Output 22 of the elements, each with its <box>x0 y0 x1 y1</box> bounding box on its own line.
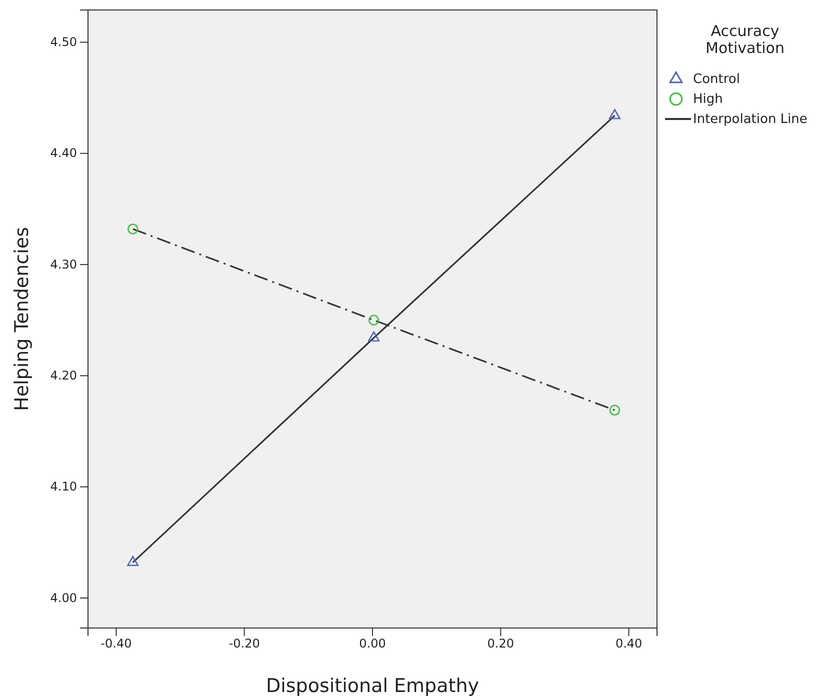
y-tick-label: 4.20 <box>50 368 77 383</box>
legend-label: Interpolation Line <box>693 112 808 127</box>
x-tick-label: 0.00 <box>359 636 386 651</box>
x-tick-label: 0.40 <box>615 636 642 651</box>
y-tick-label: 4.10 <box>50 480 77 494</box>
y-tick-label: 4.00 <box>50 590 77 605</box>
point <box>368 331 380 342</box>
y-tick-label: 4.40 <box>50 146 77 160</box>
legend-label: High <box>693 92 723 107</box>
x-axis-title: Dispositional Empathy <box>266 675 479 697</box>
point <box>609 404 620 416</box>
point <box>127 224 138 234</box>
point <box>127 556 139 566</box>
y-tick-label: 4.50 <box>50 35 77 50</box>
x-tick-label: -0.20 <box>228 636 260 651</box>
y-axis-title: Helping Tendencies <box>11 227 33 411</box>
legend-title: Accuracy Motivation <box>706 22 784 57</box>
y-tick-label: 4.30 <box>50 257 77 272</box>
point <box>368 314 380 326</box>
x-tick-label: -0.40 <box>100 636 132 651</box>
x-tick-label: 0.20 <box>487 636 514 651</box>
legend-label: Control <box>693 72 740 87</box>
